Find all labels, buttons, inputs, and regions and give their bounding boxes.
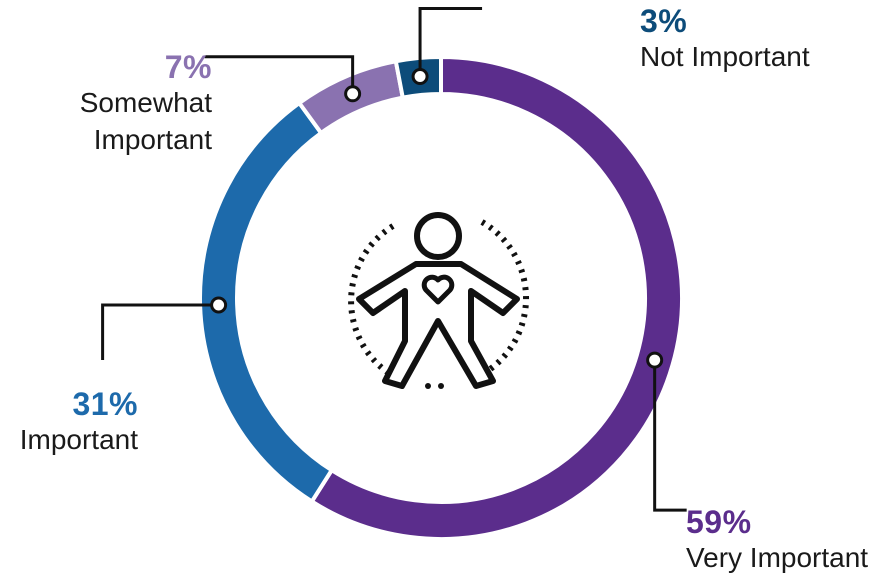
category-label-somewhat-important-line-2: Important xyxy=(94,124,212,155)
category-label-important: Important xyxy=(20,424,138,455)
value-label-important: 31% xyxy=(72,386,138,422)
leader-dot-somewhat-important xyxy=(344,85,362,103)
category-label-somewhat-important-line-1: Somewhat xyxy=(80,87,213,118)
leader-dot-very-important xyxy=(646,351,664,369)
leader-dot-not-important xyxy=(411,67,429,85)
leader-lines xyxy=(101,6,687,512)
value-label-somewhat-important: 7% xyxy=(165,49,212,85)
category-label-not-important: Not Important xyxy=(640,41,810,72)
leader-dot-important xyxy=(210,296,228,314)
leader-line-very-important xyxy=(653,360,687,512)
category-label-very-important: Very Important xyxy=(686,542,868,573)
value-label-very-important: 59% xyxy=(686,504,752,540)
slice-very-important xyxy=(309,54,684,541)
person-heart-icon xyxy=(348,212,530,389)
leader-line-somewhat-important xyxy=(204,55,355,94)
leader-line-not-important xyxy=(418,6,483,77)
slice-labels: 59%Very Important31%Important7%SomewhatI… xyxy=(20,3,869,573)
leader-line-important xyxy=(101,303,219,360)
value-label-not-important: 3% xyxy=(640,3,687,39)
